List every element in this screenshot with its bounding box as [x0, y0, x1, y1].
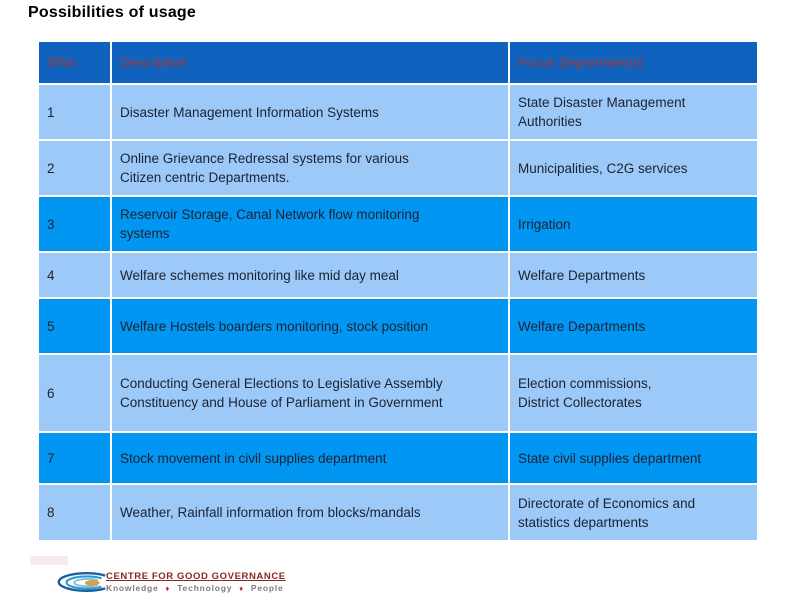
logo-title: CENTRE FOR GOOD GOVERNANCE: [106, 571, 286, 582]
table-row: 7 Stock movement in civil supplies depar…: [37, 431, 759, 485]
cell-slno: 1: [37, 83, 112, 141]
table-row: 4 Welfare schemes monitoring like mid da…: [37, 251, 759, 299]
cell-description: Stock movement in civil supplies departm…: [110, 431, 510, 485]
table-row: 6 Conducting General Elections to Legisl…: [37, 353, 759, 433]
cell-description: Conducting General Elections to Legislat…: [110, 353, 510, 433]
usage-table: SlNo Description Focus Department(s) 1 D…: [37, 40, 759, 542]
cell-slno: 2: [37, 139, 112, 197]
cell-slno: 4: [37, 251, 112, 299]
header-cell-slno: SlNo: [37, 40, 112, 85]
cell-focus: Welfare Departments: [508, 297, 759, 355]
cell-slno: 6: [37, 353, 112, 433]
cell-description: Disaster Management Information Systems: [110, 83, 510, 141]
cell-description: Reservoir Storage, Canal Network flow mo…: [110, 195, 510, 253]
header-cell-description: Description: [110, 40, 510, 85]
tagline-bullet-icon: ♦: [165, 584, 171, 593]
table-row: 8 Weather, Rainfall information from blo…: [37, 483, 759, 542]
cell-slno: 5: [37, 297, 112, 355]
cell-focus: Irrigation: [508, 195, 759, 253]
cgg-swirl-logo-icon: [57, 572, 106, 592]
footer: CENTRE FOR GOOD GOVERNANCE Knowledge ♦ Tec…: [28, 554, 328, 594]
cell-focus: Welfare Departments: [508, 251, 759, 299]
cell-focus: State Disaster Management Authorities: [508, 83, 759, 141]
cell-slno: 7: [37, 431, 112, 485]
cell-description: Welfare Hostels boarders monitoring, sto…: [110, 297, 510, 355]
cell-focus: State civil supplies department: [508, 431, 759, 485]
logo-text-block: CENTRE FOR GOOD GOVERNANCE Knowledge ♦ Tec…: [106, 571, 321, 593]
usage-table-body: 1 Disaster Management Information System…: [37, 83, 759, 542]
cell-description: Online Grievance Redressal systems for v…: [110, 139, 510, 197]
tagline-bullet-icon: ♦: [239, 584, 244, 593]
header-cell-focus: Focus Department(s): [508, 40, 759, 85]
table-row: 2 Online Grievance Redressal systems for…: [37, 139, 759, 197]
cell-slno: 3: [37, 195, 112, 253]
table-row: 5 Welfare Hostels boarders monitoring, s…: [37, 297, 759, 355]
tagline-word: People: [250, 583, 284, 593]
tagline-word: Knowledge: [106, 583, 159, 593]
usage-table-header: SlNo Description Focus Department(s): [37, 40, 759, 85]
cell-description: Weather, Rainfall information from block…: [110, 483, 510, 542]
table-row: 3 Reservoir Storage, Canal Network flow …: [37, 195, 759, 253]
header-row: SlNo Description Focus Department(s): [37, 40, 759, 85]
cell-slno: 8: [37, 483, 112, 542]
tagline-word: Technology: [177, 583, 233, 593]
page-title: Possibilities of usage: [28, 4, 197, 21]
footer-smudge: [30, 556, 68, 565]
cell-focus: Municipalities, C2G services: [508, 139, 759, 197]
logo-tagline: Knowledge ♦ Technology ♦ People: [106, 583, 321, 593]
cell-focus: Election commissions, District Collector…: [508, 353, 759, 433]
table-row: 1 Disaster Management Information System…: [37, 83, 759, 141]
cell-description: Welfare schemes monitoring like mid day …: [110, 251, 510, 299]
cell-focus: Directorate of Economics and statistics …: [508, 483, 759, 542]
